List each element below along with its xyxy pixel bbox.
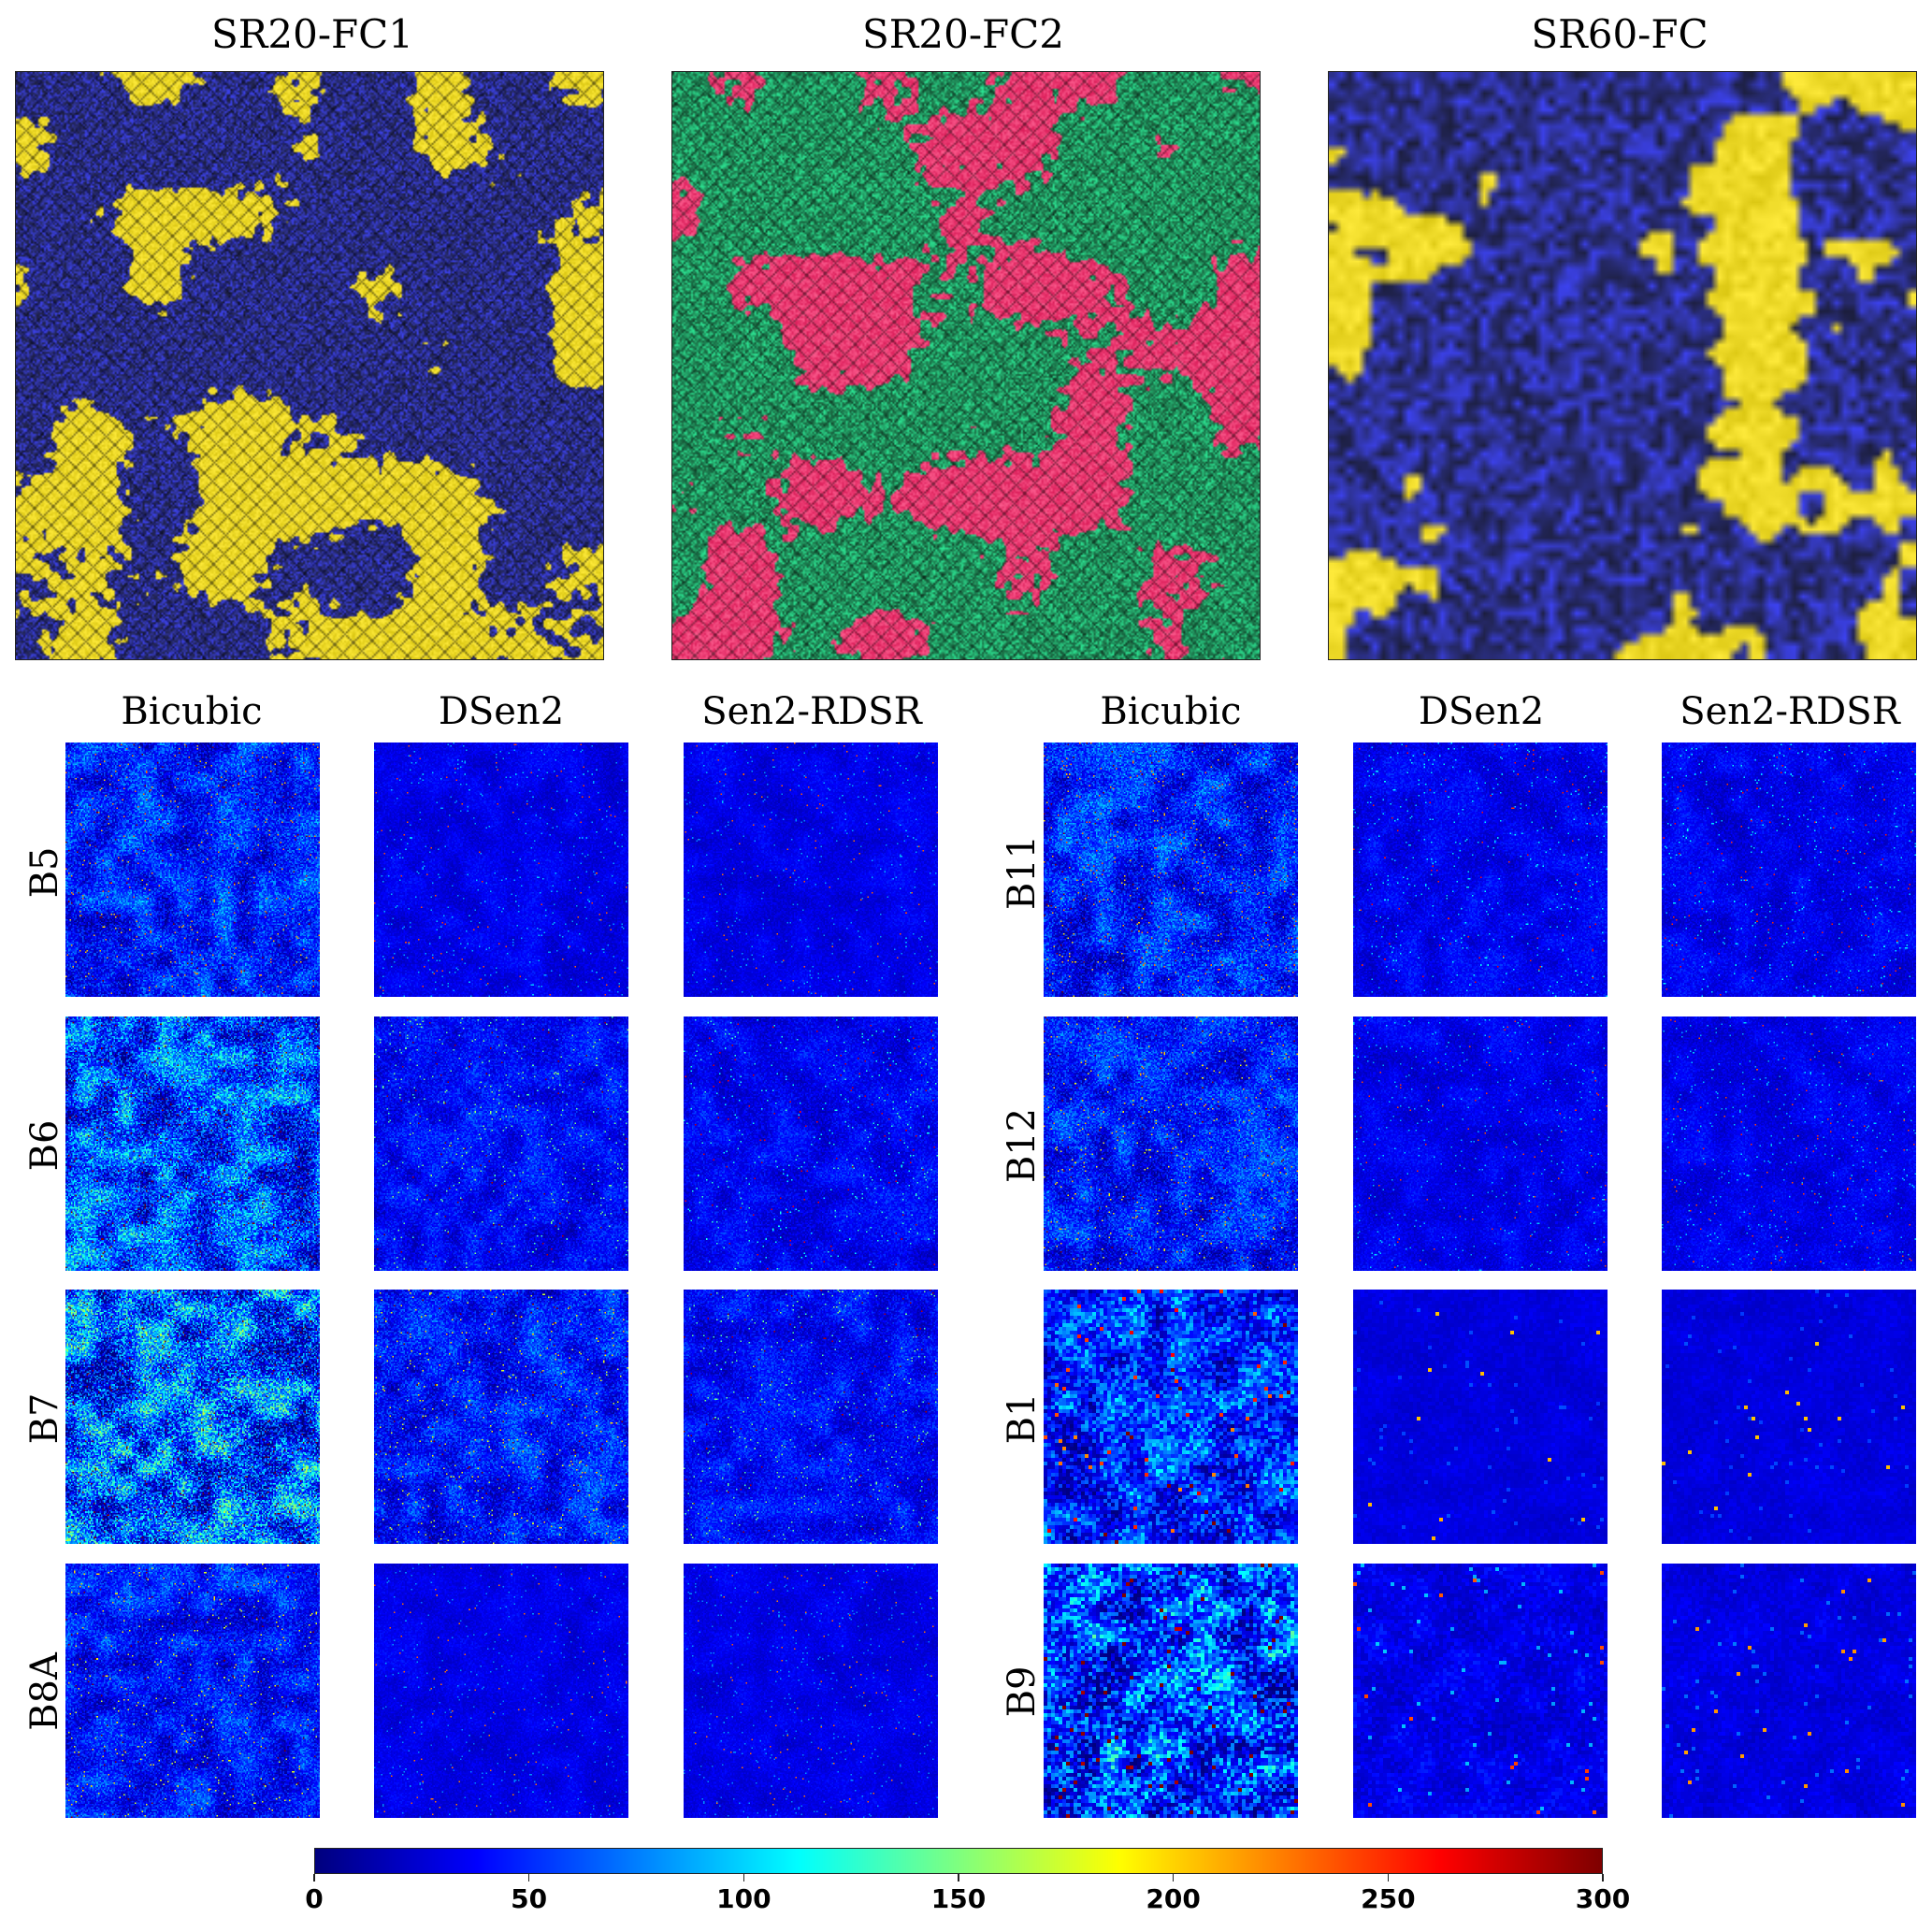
col-header-left-dsen2: DSen2 bbox=[438, 690, 565, 733]
row-label-b11: B11 bbox=[1001, 834, 1044, 911]
error-map-b5-bicubic-left bbox=[65, 743, 320, 997]
error-map-b12-sen2rdsr-right bbox=[1662, 1016, 1916, 1271]
error-map-b6-bicubic-left bbox=[65, 1016, 320, 1271]
error-map-b7-dsen2-left bbox=[374, 1290, 628, 1544]
row-label-b7: B7 bbox=[23, 1392, 66, 1445]
colorbar bbox=[314, 1848, 1603, 1874]
error-map-b9-sen2rdsr-right bbox=[1662, 1564, 1916, 1818]
row-label-b12: B12 bbox=[1001, 1107, 1044, 1184]
error-map-b6-sen2rdsr-left bbox=[684, 1016, 938, 1271]
colorbar-tick-label: 0 bbox=[305, 1883, 324, 1914]
error-map-b11-dsen2-right bbox=[1353, 743, 1608, 997]
colorbar-tick-label: 250 bbox=[1361, 1883, 1416, 1914]
colorbar-tick bbox=[1602, 1874, 1604, 1882]
fc3-title: SR60-FC bbox=[1531, 11, 1709, 57]
colorbar-tick bbox=[1172, 1874, 1175, 1882]
colorbar-tick bbox=[743, 1874, 745, 1882]
error-map-b1-bicubic-right bbox=[1044, 1290, 1298, 1544]
error-map-b7-bicubic-left bbox=[65, 1290, 320, 1544]
error-map-b9-bicubic-right bbox=[1044, 1564, 1298, 1818]
colorbar-tick bbox=[1387, 1874, 1390, 1882]
col-header-right-dsen2: DSen2 bbox=[1418, 690, 1545, 733]
colorbar-ticks: 0 50 100 150 200 250 300 bbox=[305, 1874, 1630, 1930]
colorbar-tick-label: 200 bbox=[1146, 1883, 1201, 1914]
row-label-b9: B9 bbox=[1001, 1665, 1044, 1718]
row-label-b8a: B8A bbox=[23, 1652, 66, 1731]
error-map-b7-sen2rdsr-left bbox=[684, 1290, 938, 1544]
colorbar-tick bbox=[527, 1874, 530, 1882]
col-header-left-bicubic: Bicubic bbox=[121, 690, 263, 733]
error-map-b9-dsen2-right bbox=[1353, 1564, 1608, 1818]
col-header-left-sen2rdsr: Sen2-RDSR bbox=[701, 690, 922, 733]
error-map-b8a-dsen2-left bbox=[374, 1564, 628, 1818]
error-map-b8a-sen2rdsr-left bbox=[684, 1564, 938, 1818]
col-header-right-sen2rdsr: Sen2-RDSR bbox=[1680, 690, 1900, 733]
colorbar-tick-label: 100 bbox=[716, 1883, 771, 1914]
error-map-b11-bicubic-right bbox=[1044, 743, 1298, 997]
fc2-image bbox=[671, 71, 1261, 660]
error-map-b6-dsen2-left bbox=[374, 1016, 628, 1271]
error-map-b8a-bicubic-left bbox=[65, 1564, 320, 1818]
error-map-b11-sen2rdsr-right bbox=[1662, 743, 1916, 997]
colorbar-tick bbox=[958, 1874, 959, 1882]
colorbar-tick-label: 150 bbox=[930, 1883, 987, 1914]
fc3-image bbox=[1328, 71, 1917, 660]
colorbar-tick-label: 50 bbox=[511, 1883, 548, 1914]
fc1-title: SR20-FC1 bbox=[210, 11, 414, 57]
colorbar-tick-label: 300 bbox=[1575, 1883, 1631, 1914]
error-map-b12-dsen2-right bbox=[1353, 1016, 1608, 1271]
col-header-right-bicubic: Bicubic bbox=[1100, 690, 1242, 733]
error-map-b1-dsen2-right bbox=[1353, 1290, 1608, 1544]
error-map-b12-bicubic-right bbox=[1044, 1016, 1298, 1271]
row-label-b5: B5 bbox=[23, 846, 66, 899]
row-label-b6: B6 bbox=[23, 1119, 66, 1172]
error-map-b1-sen2rdsr-right bbox=[1662, 1290, 1916, 1544]
error-map-b5-sen2rdsr-left bbox=[684, 743, 938, 997]
error-map-b5-dsen2-left bbox=[374, 743, 628, 997]
row-label-b1: B1 bbox=[1001, 1392, 1044, 1445]
fc2-title: SR20-FC2 bbox=[861, 11, 1065, 57]
colorbar-tick bbox=[313, 1874, 315, 1882]
fc1-image bbox=[15, 71, 604, 660]
